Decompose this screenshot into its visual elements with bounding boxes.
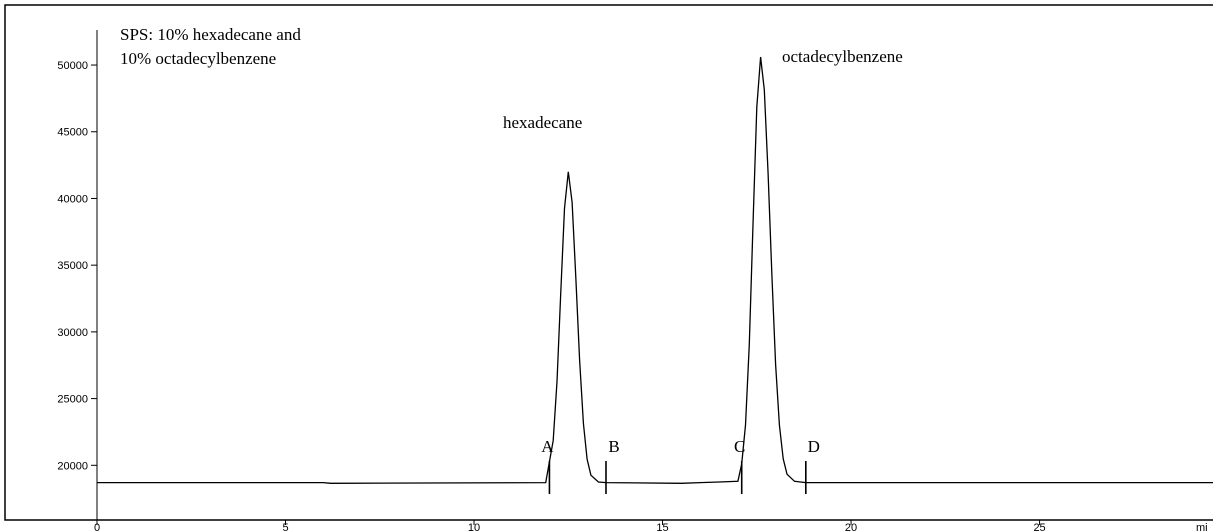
trace xyxy=(97,56,1213,484)
x-tick-label: 20 xyxy=(845,522,857,532)
y-tick-label: 20000 xyxy=(57,460,88,472)
x-tick-label: 15 xyxy=(656,522,668,532)
y-tick-label: 40000 xyxy=(57,193,88,205)
y-tick-label: 35000 xyxy=(57,260,88,272)
y-tick-label: 45000 xyxy=(57,127,88,139)
x-axis-label: mi xyxy=(1196,522,1208,532)
x-tick-label: 5 xyxy=(282,522,288,532)
annotation: SPS: 10% hexadecane and xyxy=(120,25,301,44)
annotation: 10% octadecylbenzene xyxy=(120,49,276,68)
x-tick-label: 10 xyxy=(468,522,480,532)
y-tick-label: 25000 xyxy=(57,394,88,406)
annotation: octadecylbenzene xyxy=(782,47,903,66)
annotation: hexadecane xyxy=(503,113,582,132)
marker-label: A xyxy=(541,437,554,456)
marker-label: D xyxy=(808,437,820,456)
x-tick-label: 25 xyxy=(1033,522,1045,532)
y-tick-label: 50000 xyxy=(57,60,88,72)
marker-label: C xyxy=(734,437,745,456)
x-tick-label: 0 xyxy=(94,522,100,532)
marker-label: B xyxy=(608,437,619,456)
y-tick-label: 30000 xyxy=(57,327,88,339)
